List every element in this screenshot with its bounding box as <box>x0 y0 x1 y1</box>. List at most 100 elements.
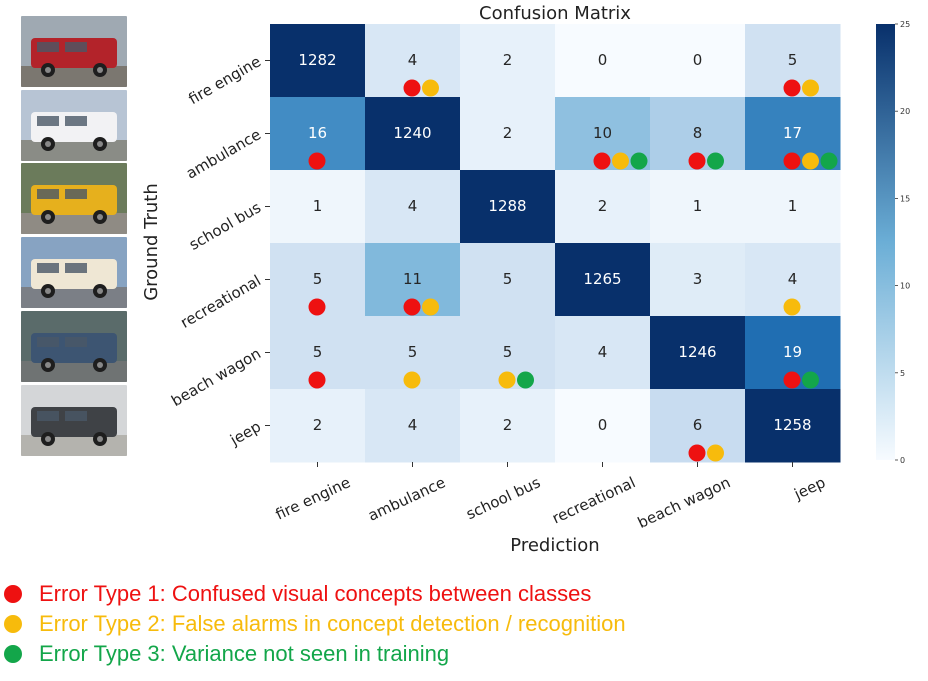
example-thumbnails <box>0 0 140 470</box>
y-tick-label: ambulance <box>183 125 264 182</box>
cell-value-label: 1240 <box>393 124 431 142</box>
cell-value-label: 5 <box>788 51 798 69</box>
error-type-2-marker <box>707 444 724 462</box>
heatmap-cell <box>745 389 841 463</box>
cell-value-label: 16 <box>308 124 327 142</box>
legend-text-error-type-3: Error Type 3: Variance not seen in train… <box>39 641 450 666</box>
y-tick-label: beach wagon <box>168 344 264 410</box>
heatmap-cell <box>650 243 746 317</box>
error-type-1-marker <box>308 152 326 170</box>
error-type-1-marker <box>308 371 326 389</box>
ambulance-photo <box>21 89 127 161</box>
green-dot-icon <box>4 645 22 663</box>
cell-value-label: 1288 <box>488 197 526 215</box>
heatmap-cell <box>555 316 651 390</box>
cell-value-label: 10 <box>593 124 612 142</box>
y-axis-label: Ground Truth <box>141 183 162 301</box>
cell-value-label: 0 <box>598 51 608 69</box>
heatmap-cell <box>365 97 461 171</box>
heatmap-cell <box>460 24 556 98</box>
heatmap-cell <box>270 170 366 244</box>
legend-item-error-type-2: Error Type 2: False alarms in concept de… <box>4 609 626 639</box>
heatmap-cells <box>270 24 841 463</box>
error-type-2-marker <box>498 371 516 389</box>
legend-text-error-type-1: Error Type 1: Confused visual concepts b… <box>39 581 592 606</box>
x-axis-label: Prediction <box>510 535 599 556</box>
error-type-2-marker <box>802 79 819 97</box>
cell-value-label: 19 <box>783 343 802 361</box>
error-type-1-marker <box>783 79 801 97</box>
heatmap-cell <box>460 170 556 244</box>
error-type-3-marker <box>630 152 648 170</box>
recreational-vehicle-photo <box>21 237 127 309</box>
x-tick-label: recreational <box>549 473 638 527</box>
jeep-photo <box>21 384 127 456</box>
x-tick-labels: fire engine ambulance school bus recreation… <box>273 462 828 532</box>
y-tick-label: school bus <box>186 198 264 254</box>
cell-value-label: 4 <box>598 343 608 361</box>
cell-value-label: 2 <box>503 124 513 142</box>
cell-value-label: 3 <box>693 270 703 288</box>
cell-value-label: 1 <box>313 197 323 215</box>
error-type-1-marker <box>403 79 421 97</box>
cell-value-label: 0 <box>693 51 703 69</box>
cell-value-label: 1246 <box>678 343 716 361</box>
x-tick-label: ambulance <box>365 473 448 524</box>
heatmap-cell <box>555 24 651 98</box>
cell-value-label: 11 <box>403 270 422 288</box>
red-dot-icon <box>4 585 22 603</box>
error-type-2-marker <box>422 298 439 316</box>
heatmap-cell <box>555 170 651 244</box>
cell-value-label: 1282 <box>298 51 336 69</box>
x-tick-label: beach wagon <box>635 473 733 532</box>
chart-title: Confusion Matrix <box>479 3 631 24</box>
error-type-3-marker <box>517 371 534 389</box>
cell-value-label: 4 <box>408 197 418 215</box>
heatmap-cell <box>460 243 556 317</box>
error-type-legend: Error Type 1: Confused visual concepts b… <box>0 576 928 681</box>
heatmap-cell <box>745 170 841 244</box>
cell-value-label: 1 <box>788 197 798 215</box>
heatmap-cell <box>555 389 651 463</box>
beach-wagon-photo <box>21 310 127 382</box>
cell-value-label: 8 <box>693 124 703 142</box>
legend-item-error-type-1: Error Type 1: Confused visual concepts b… <box>4 579 591 609</box>
cell-value-label: 5 <box>313 343 323 361</box>
colorbar-tick-label: 25 <box>900 20 910 29</box>
colorbar <box>876 24 895 460</box>
heatmap-cell <box>365 389 461 463</box>
heatmap-cell <box>270 24 366 98</box>
y-tick-label: recreational <box>177 271 264 331</box>
cell-value-label: 4 <box>788 270 798 288</box>
error-type-3-marker <box>820 152 838 170</box>
cell-value-label: 2 <box>598 197 608 215</box>
heatmap-cell-labels: 1282 4 2 0 0 516 1240 2 10 8 171 4 1288 2 1 15 11 5 1265 3 4… <box>298 51 811 434</box>
cell-value-label: 2 <box>503 416 513 434</box>
error-type-2-marker <box>802 152 819 170</box>
colorbar-tick-label: 20 <box>900 107 910 116</box>
error-type-1-marker <box>783 371 801 389</box>
cell-value-label: 1265 <box>583 270 621 288</box>
y-tick-labels: fire engine ambulance school bus recreation… <box>168 52 270 450</box>
yellow-dot-icon <box>4 615 22 633</box>
heatmap-cell <box>270 389 366 463</box>
legend-item-error-type-3: Error Type 3: Variance not seen in train… <box>4 639 449 669</box>
cell-value-label: 1258 <box>773 416 811 434</box>
cell-value-label: 5 <box>503 343 513 361</box>
cell-value-label: 4 <box>408 416 418 434</box>
cell-value-label: 5 <box>313 270 323 288</box>
error-type-1-marker <box>308 298 326 316</box>
colorbar-ticks: 0 5 10 15 20 25 <box>895 20 910 465</box>
heatmap-cell <box>555 243 651 317</box>
error-type-2-marker <box>422 79 439 97</box>
fire-engine-photo <box>21 16 127 87</box>
error-type-1-marker <box>688 152 706 170</box>
colorbar-tick-label: 5 <box>900 369 905 378</box>
colorbar-tick-label: 10 <box>900 282 910 291</box>
colorbar-tick-label: 15 <box>900 194 910 203</box>
cell-value-label: 5 <box>408 343 418 361</box>
cell-value-label: 0 <box>598 416 608 434</box>
heatmap-cell <box>650 316 746 390</box>
colorbar-tick-label: 0 <box>900 456 905 465</box>
cell-value-label: 17 <box>783 124 802 142</box>
